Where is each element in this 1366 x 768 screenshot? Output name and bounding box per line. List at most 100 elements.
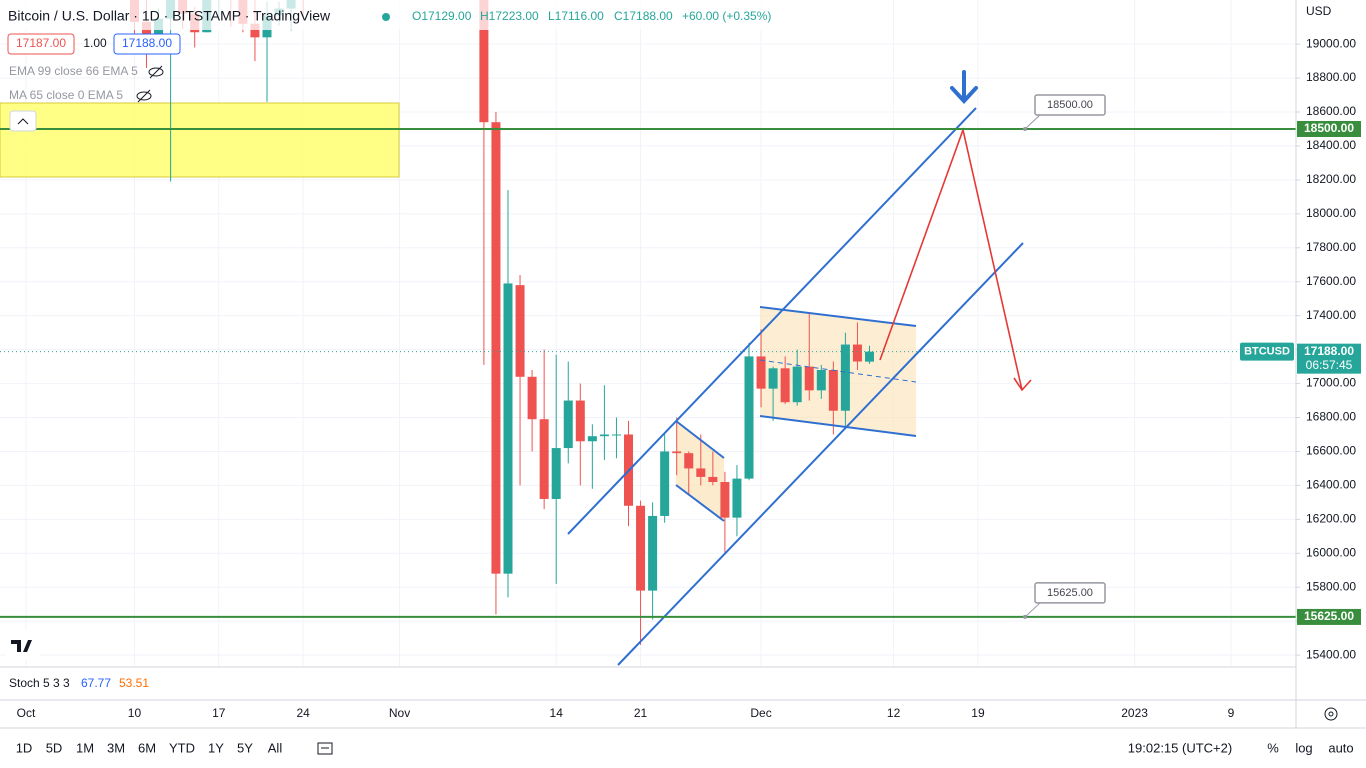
x-tick-label: 10 (128, 706, 142, 720)
y-tick-label: 18200.00 (1306, 172, 1356, 186)
log-toggle[interactable]: log (1295, 740, 1312, 755)
range-button[interactable]: 1M (76, 740, 94, 755)
y-tick-label: 17600.00 (1306, 274, 1356, 288)
header-bg (0, 0, 790, 30)
hide-icons[interactable] (136, 65, 164, 103)
candle-body (756, 356, 766, 389)
y-tick-label: 18600.00 (1306, 104, 1356, 118)
collapse-button[interactable] (9, 110, 37, 132)
y-tick-label: 17000.00 (1306, 376, 1356, 390)
logo-bg (6, 630, 40, 660)
spread: 1.00 (83, 36, 107, 50)
candle-body (744, 356, 754, 479)
range-button[interactable]: 6M (138, 740, 156, 755)
candle-body (708, 476, 718, 483)
x-tick-label: 12 (887, 706, 901, 720)
candle-body (732, 478, 742, 518)
oscillator-name: Stoch 5 3 3 (9, 676, 70, 690)
candle-body (840, 344, 850, 411)
x-tick-label: 21 (634, 706, 648, 720)
sell-box[interactable] (7, 33, 75, 55)
candle-body (636, 505, 646, 591)
candle-body (539, 419, 549, 499)
collapse-icon (17, 118, 29, 125)
callout-label: 18500.00 (1047, 99, 1093, 111)
level-axis-label: 18500.00 (1304, 121, 1354, 135)
candle-body (599, 434, 609, 437)
clock: 19:02:15 (UTC+2) (1128, 740, 1232, 755)
candle-body (660, 451, 670, 516)
auto-toggle[interactable]: auto (1328, 740, 1353, 755)
status-dot (382, 13, 390, 21)
x-tick-label: 19 (971, 706, 985, 720)
buy-price[interactable]: 17188.00 (122, 36, 172, 50)
callout-label: 15625.00 (1047, 587, 1093, 599)
y-tick-label: 15800.00 (1306, 579, 1356, 593)
bar-countdown: 06:57:45 (1306, 358, 1353, 372)
range-button[interactable]: 5Y (237, 740, 253, 755)
sell-price[interactable]: 17187.00 (16, 36, 66, 50)
x-tick-label: 17 (212, 706, 226, 720)
ohlc-close: C17188.00 (614, 9, 673, 23)
x-tick-label: Nov (389, 706, 410, 720)
percent-toggle[interactable]: % (1267, 740, 1279, 755)
range-button[interactable]: 1D (16, 740, 33, 755)
y-tick-label: 18400.00 (1306, 138, 1356, 152)
symbol-title: Bitcoin / U.S. Dollar · 1D · BITSTAMP · … (8, 8, 331, 24)
range-button[interactable]: YTD (169, 740, 195, 755)
oscillator-k: 67.77 (81, 676, 111, 690)
ohlc-open: O17129.00 (412, 9, 472, 23)
y-tick-label: 15400.00 (1306, 647, 1356, 661)
candle-body (503, 283, 513, 574)
range-button[interactable]: 3M (107, 740, 125, 755)
candle-body (720, 482, 730, 518)
candle-body (479, 0, 489, 123)
callout-box (1034, 582, 1106, 604)
y-tick-label: 16800.00 (1306, 410, 1356, 424)
last-price-box (1297, 343, 1361, 374)
candle-body (527, 376, 537, 420)
x-tick-label: 2023 (1121, 706, 1148, 720)
channel-lines (567, 107, 1024, 666)
candle-body (551, 448, 561, 499)
last-price-label: 17188.00 (1304, 344, 1354, 358)
callout-pointer (1024, 114, 1041, 130)
symbol-tag: BTCUSD (1244, 346, 1290, 358)
settings-icon[interactable] (1324, 707, 1338, 721)
range-box (760, 307, 916, 436)
y-tick-label: 17400.00 (1306, 308, 1356, 322)
candle-body (515, 285, 525, 377)
level-axis-box (1297, 608, 1361, 625)
candle-body (852, 344, 862, 362)
buy-box[interactable] (113, 33, 181, 55)
level-axis-label: 15625.00 (1304, 609, 1354, 623)
candle-body (780, 368, 790, 403)
indicator-label: EMA 99 close 66 EMA 5 (9, 64, 138, 78)
candle-body (804, 366, 814, 391)
candle-body (648, 515, 658, 591)
ohlc-change: +60.00 (+0.35%) (682, 9, 771, 23)
ohlc-high: H17223.00 (480, 9, 539, 23)
x-tick-label: Dec (750, 706, 771, 720)
range-button[interactable]: 5D (46, 740, 63, 755)
currency[interactable]: USD (1306, 4, 1332, 18)
indicator-label: MA 65 close 0 EMA 5 (9, 88, 123, 102)
candle-body (828, 369, 838, 411)
compare-icon[interactable] (317, 742, 333, 755)
forecast-arrow (879, 127, 1032, 392)
candle-body (792, 366, 802, 403)
x-tick-label: 24 (296, 706, 310, 720)
candle-body (816, 369, 826, 391)
y-tick-label: 18000.00 (1306, 206, 1356, 220)
range-button[interactable]: 1Y (208, 740, 224, 755)
zone-box (0, 102, 400, 178)
level-axis-box (1297, 120, 1361, 137)
symbol-tag-box (1240, 342, 1294, 361)
range-button[interactable]: All (268, 740, 283, 755)
callout-anchor (1023, 126, 1027, 131)
candle-body (768, 368, 778, 389)
y-tick-label: 18800.00 (1306, 70, 1356, 84)
candle-body (491, 122, 501, 574)
candle-body (672, 451, 682, 454)
